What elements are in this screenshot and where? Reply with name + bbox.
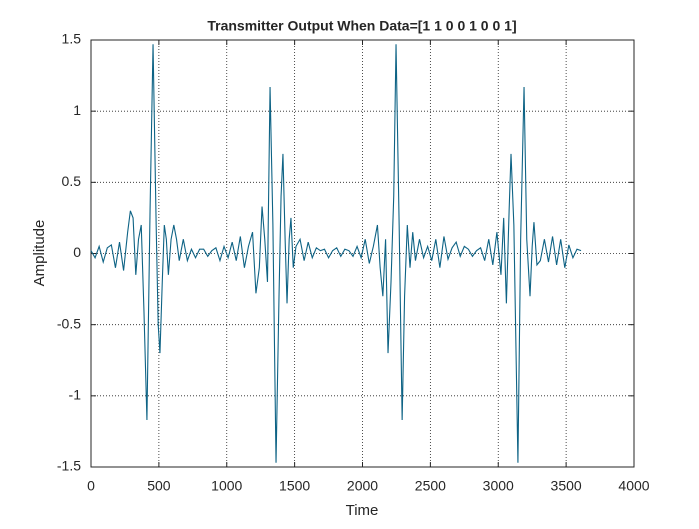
y-axis-label: Amplitude <box>31 220 48 287</box>
y-tick-label: 0 <box>73 244 81 260</box>
x-tick-label: 1500 <box>279 478 310 494</box>
x-tick-label: 3500 <box>551 478 582 494</box>
plot-frame <box>90 39 635 468</box>
x-tick-label: 500 <box>147 478 171 494</box>
y-tick-label: -0.5 <box>57 315 81 331</box>
y-tick-label: 0.5 <box>62 173 82 189</box>
x-tick-label: 3000 <box>483 478 514 494</box>
data-line <box>90 44 582 463</box>
x-tick-label: 0 <box>87 478 95 494</box>
x-tick-label: 1000 <box>211 478 242 494</box>
x-tick-label: 2500 <box>415 478 446 494</box>
x-axis-label: Time <box>346 502 379 519</box>
y-tick-label: -1 <box>69 387 82 403</box>
y-tick-label: 1.5 <box>62 31 82 47</box>
x-tick-label: 2000 <box>347 478 378 494</box>
y-tick-label: -1.5 <box>57 458 81 474</box>
y-tick-label: 1 <box>73 102 81 118</box>
chart-title: Transmitter Output When Data=[1 1 0 0 1 … <box>207 18 516 34</box>
x-tick-label: 4000 <box>618 478 649 494</box>
